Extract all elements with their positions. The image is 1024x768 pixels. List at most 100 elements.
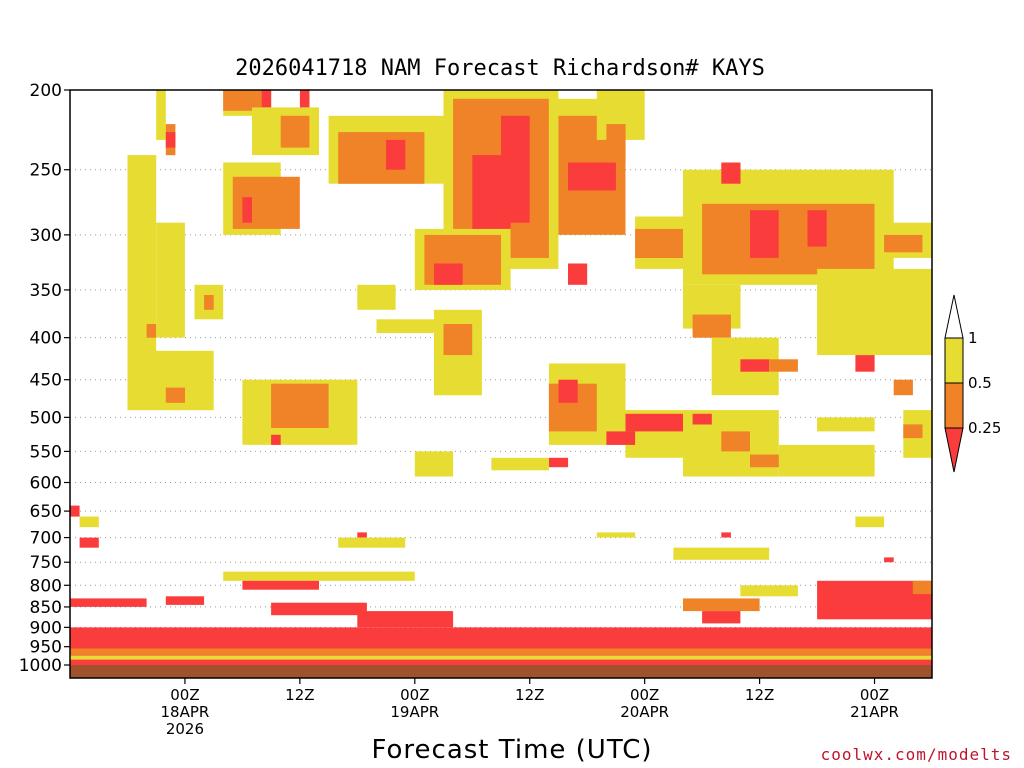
ri-patch-83 bbox=[721, 532, 731, 538]
y-tick-label-1000: 1000 bbox=[19, 656, 62, 676]
legend-bin-0.5-1 bbox=[944, 337, 964, 384]
ri-patch-5 bbox=[261, 90, 272, 108]
ri-patch-23 bbox=[606, 124, 626, 163]
y-tick-label-400: 400 bbox=[30, 329, 62, 349]
ri-patch-49 bbox=[740, 359, 770, 372]
ri-patch-37 bbox=[357, 284, 396, 310]
ri-patch-13 bbox=[338, 132, 425, 184]
ri-patch-8 bbox=[299, 90, 310, 108]
ri-patch-80 bbox=[357, 532, 367, 538]
ri-patch-84 bbox=[855, 516, 885, 528]
ri-patch-0 bbox=[156, 90, 166, 140]
ri-patch-14 bbox=[386, 139, 406, 170]
y-tick-label-250: 250 bbox=[30, 161, 62, 181]
ri-patch-34 bbox=[807, 210, 827, 247]
ri-patch-77 bbox=[79, 516, 99, 528]
x-tick-label-3-0: 12Z bbox=[515, 686, 544, 704]
ri-patch-39 bbox=[127, 155, 157, 355]
plot-frame bbox=[69, 89, 933, 679]
y-tick-label-800: 800 bbox=[30, 576, 62, 596]
ri-patch-11 bbox=[242, 197, 252, 223]
ri-patch-40 bbox=[146, 324, 157, 338]
y-tick-label-350: 350 bbox=[30, 281, 62, 301]
ri-patch-92 bbox=[683, 598, 760, 612]
ri-patch-43 bbox=[204, 295, 214, 310]
ri-patch-31 bbox=[702, 203, 875, 275]
ri-patch-90 bbox=[271, 602, 367, 616]
ri-patch-41 bbox=[156, 222, 185, 338]
ri-patch-70 bbox=[778, 444, 875, 477]
ri-patch-100 bbox=[70, 659, 932, 665]
ri-patch-21 bbox=[568, 162, 616, 191]
y-tick-label-500: 500 bbox=[30, 408, 62, 428]
legend-label-0.5: 0.5 bbox=[968, 374, 992, 392]
ri-patch-4 bbox=[223, 90, 262, 111]
x-tick-label-2-1: 19APR bbox=[390, 703, 439, 721]
y-tick-label-900: 900 bbox=[30, 618, 62, 638]
ri-patch-73 bbox=[491, 457, 549, 471]
ri-patch-99 bbox=[70, 656, 932, 660]
ri-patch-75 bbox=[903, 424, 923, 439]
ri-patch-57 bbox=[271, 383, 329, 428]
y-tick-label-550: 550 bbox=[30, 442, 62, 462]
ri-patch-86 bbox=[223, 571, 415, 581]
y-tick-label-950: 950 bbox=[30, 638, 62, 658]
ri-patch-87 bbox=[242, 580, 319, 590]
x-tick-label-0-0: 00Z bbox=[170, 686, 199, 704]
ri-patch-27 bbox=[434, 263, 463, 285]
ri-patch-91 bbox=[357, 611, 454, 628]
ri-patch-18 bbox=[501, 115, 530, 223]
x-tick-label-0-2: 2026 bbox=[166, 720, 204, 738]
chart-title: 2026041718 NAM Forecast Richardson# KAYS bbox=[235, 56, 765, 81]
ri-patch-47 bbox=[692, 314, 731, 338]
legend-label-1: 1 bbox=[968, 329, 978, 347]
legend-bin-above-1 bbox=[944, 294, 964, 339]
ri-patch-59 bbox=[414, 451, 454, 477]
ri-patch-32 bbox=[721, 162, 741, 184]
surface-bar bbox=[70, 665, 932, 678]
ri-patch-36 bbox=[884, 234, 923, 253]
y-tick-label-850: 850 bbox=[30, 598, 62, 618]
x-tick-label-2-0: 00Z bbox=[400, 686, 429, 704]
ri-patch-24 bbox=[568, 263, 588, 285]
ri-patch-50 bbox=[769, 359, 798, 372]
y-tick-label-600: 600 bbox=[30, 473, 62, 493]
y-axis: 200 250 300 350 400 450 500 550 600 650 700 750 8008… bbox=[19, 81, 70, 676]
x-tick-label-0-1: 18APR bbox=[161, 703, 210, 721]
ri-patch-55 bbox=[165, 387, 185, 403]
legend-bin-0.25-0.5 bbox=[944, 382, 964, 429]
credit-text: coolwx.com/modelts bbox=[821, 745, 1012, 764]
ri-patch-81 bbox=[596, 532, 636, 538]
ri-patch-67 bbox=[692, 413, 712, 425]
x-tick-label-1-0: 12Z bbox=[285, 686, 314, 704]
ri-patch-65 bbox=[606, 431, 636, 445]
ri-patch-71 bbox=[817, 417, 875, 432]
y-tick-label-750: 750 bbox=[30, 553, 62, 573]
ri-patch-93 bbox=[702, 611, 741, 624]
legend: 1 0.5 0.25 bbox=[944, 294, 1001, 473]
ri-patch-45 bbox=[443, 324, 473, 356]
ri-patch-72 bbox=[548, 457, 569, 468]
x-tick-label-4-0: 00Z bbox=[630, 686, 659, 704]
x-tick-label-4-1: 20APR bbox=[620, 703, 669, 721]
ri-patch-89 bbox=[165, 596, 205, 605]
ri-patch-96 bbox=[740, 585, 798, 597]
y-tick-label-200: 200 bbox=[30, 81, 62, 101]
x-axis-label: Forecast Time (UTC) bbox=[371, 735, 652, 765]
ri-patch-33 bbox=[750, 210, 779, 258]
ri-patch-82 bbox=[673, 547, 770, 560]
ri-patch-2 bbox=[165, 132, 176, 148]
x-tick-label-6-1: 21APR bbox=[850, 703, 899, 721]
legend-label-0.25: 0.25 bbox=[968, 419, 1001, 437]
ri-patch-76 bbox=[70, 505, 80, 517]
ri-patch-95 bbox=[912, 580, 932, 595]
ri-patch-97 bbox=[70, 627, 932, 651]
ri-patch-52 bbox=[855, 355, 875, 372]
y-tick-label-450: 450 bbox=[30, 371, 62, 391]
ri-patch-98 bbox=[70, 648, 932, 656]
ri-patch-68 bbox=[721, 431, 750, 452]
y-tick-label-650: 650 bbox=[30, 502, 62, 522]
ri-patch-85 bbox=[884, 557, 894, 563]
